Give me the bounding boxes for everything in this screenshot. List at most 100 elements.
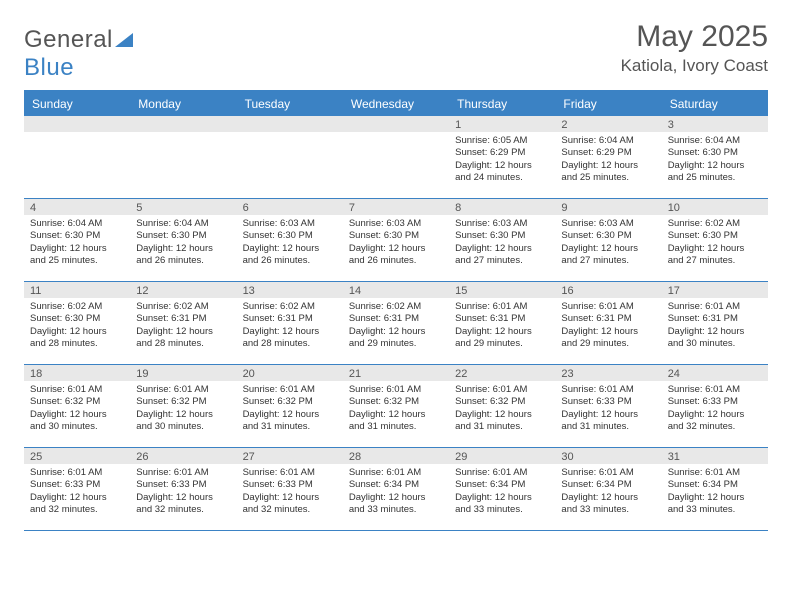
sunrise-text: Sunrise: 6:01 AM [668,384,762,396]
day-number: 4 [24,199,130,215]
day-header-wed: Wednesday [343,92,449,116]
sunrise-text: Sunrise: 6:03 AM [561,218,655,230]
day-number: 27 [237,448,343,464]
day-number: 26 [130,448,236,464]
day-body [343,132,449,140]
sunset-text: Sunset: 6:30 PM [243,230,337,242]
sunrise-text: Sunrise: 6:02 AM [349,301,443,313]
day-cell: 6Sunrise: 6:03 AMSunset: 6:30 PMDaylight… [237,199,343,281]
logo-part1: General [24,26,113,53]
day-number: 31 [662,448,768,464]
sunset-text: Sunset: 6:33 PM [243,479,337,491]
sunset-text: Sunset: 6:34 PM [455,479,549,491]
sunset-text: Sunset: 6:34 PM [668,479,762,491]
sunset-text: Sunset: 6:34 PM [561,479,655,491]
daylight-text: Daylight: 12 hours and 33 minutes. [349,492,443,517]
sunrise-text: Sunrise: 6:02 AM [136,301,230,313]
day-number: 25 [24,448,130,464]
day-number: 13 [237,282,343,298]
day-number: 12 [130,282,236,298]
day-cell: 27Sunrise: 6:01 AMSunset: 6:33 PMDayligh… [237,448,343,530]
sunrise-text: Sunrise: 6:01 AM [561,301,655,313]
sunrise-text: Sunrise: 6:02 AM [243,301,337,313]
day-body: Sunrise: 6:02 AMSunset: 6:31 PMDaylight:… [130,298,236,355]
weeks-container: 1Sunrise: 6:05 AMSunset: 6:29 PMDaylight… [24,116,768,531]
day-number [130,116,236,132]
sunset-text: Sunset: 6:31 PM [455,313,549,325]
week-row: 11Sunrise: 6:02 AMSunset: 6:30 PMDayligh… [24,282,768,365]
day-body [130,132,236,140]
daylight-text: Daylight: 12 hours and 29 minutes. [349,326,443,351]
day-number: 15 [449,282,555,298]
day-body: Sunrise: 6:02 AMSunset: 6:30 PMDaylight:… [662,215,768,272]
week-row: 25Sunrise: 6:01 AMSunset: 6:33 PMDayligh… [24,448,768,531]
day-number: 19 [130,365,236,381]
daylight-text: Daylight: 12 hours and 32 minutes. [30,492,124,517]
day-cell: 23Sunrise: 6:01 AMSunset: 6:33 PMDayligh… [555,365,661,447]
logo-text: General Blue [24,26,133,82]
sunset-text: Sunset: 6:31 PM [349,313,443,325]
day-body: Sunrise: 6:03 AMSunset: 6:30 PMDaylight:… [449,215,555,272]
day-number [237,116,343,132]
sunrise-text: Sunrise: 6:01 AM [243,467,337,479]
day-cell: 11Sunrise: 6:02 AMSunset: 6:30 PMDayligh… [24,282,130,364]
logo: General Blue [24,26,133,82]
day-body: Sunrise: 6:03 AMSunset: 6:30 PMDaylight:… [555,215,661,272]
day-cell [343,116,449,198]
day-cell: 15Sunrise: 6:01 AMSunset: 6:31 PMDayligh… [449,282,555,364]
day-number: 20 [237,365,343,381]
sunrise-text: Sunrise: 6:01 AM [455,384,549,396]
day-cell: 26Sunrise: 6:01 AMSunset: 6:33 PMDayligh… [130,448,236,530]
day-cell [24,116,130,198]
day-body: Sunrise: 6:02 AMSunset: 6:31 PMDaylight:… [237,298,343,355]
day-number: 8 [449,199,555,215]
sunset-text: Sunset: 6:30 PM [455,230,549,242]
day-number: 1 [449,116,555,132]
sunset-text: Sunset: 6:33 PM [561,396,655,408]
day-body: Sunrise: 6:01 AMSunset: 6:34 PMDaylight:… [555,464,661,521]
sunset-text: Sunset: 6:33 PM [668,396,762,408]
week-row: 4Sunrise: 6:04 AMSunset: 6:30 PMDaylight… [24,199,768,282]
day-number: 17 [662,282,768,298]
daylight-text: Daylight: 12 hours and 29 minutes. [455,326,549,351]
day-body: Sunrise: 6:01 AMSunset: 6:33 PMDaylight:… [24,464,130,521]
day-cell: 22Sunrise: 6:01 AMSunset: 6:32 PMDayligh… [449,365,555,447]
title-block: May 2025 Katiola, Ivory Coast [621,20,768,76]
day-body: Sunrise: 6:01 AMSunset: 6:34 PMDaylight:… [343,464,449,521]
daylight-text: Daylight: 12 hours and 31 minutes. [349,409,443,434]
day-body: Sunrise: 6:04 AMSunset: 6:29 PMDaylight:… [555,132,661,189]
daylight-text: Daylight: 12 hours and 25 minutes. [668,160,762,185]
daylight-text: Daylight: 12 hours and 28 minutes. [243,326,337,351]
day-cell: 20Sunrise: 6:01 AMSunset: 6:32 PMDayligh… [237,365,343,447]
sunrise-text: Sunrise: 6:01 AM [668,467,762,479]
day-body: Sunrise: 6:01 AMSunset: 6:33 PMDaylight:… [130,464,236,521]
sunset-text: Sunset: 6:32 PM [136,396,230,408]
daylight-text: Daylight: 12 hours and 32 minutes. [136,492,230,517]
day-body: Sunrise: 6:01 AMSunset: 6:33 PMDaylight:… [662,381,768,438]
daylight-text: Daylight: 12 hours and 28 minutes. [30,326,124,351]
day-body: Sunrise: 6:04 AMSunset: 6:30 PMDaylight:… [130,215,236,272]
daylight-text: Daylight: 12 hours and 26 minutes. [349,243,443,268]
day-cell: 3Sunrise: 6:04 AMSunset: 6:30 PMDaylight… [662,116,768,198]
sunset-text: Sunset: 6:32 PM [243,396,337,408]
day-cell: 2Sunrise: 6:04 AMSunset: 6:29 PMDaylight… [555,116,661,198]
day-cell: 25Sunrise: 6:01 AMSunset: 6:33 PMDayligh… [24,448,130,530]
day-cell: 4Sunrise: 6:04 AMSunset: 6:30 PMDaylight… [24,199,130,281]
daylight-text: Daylight: 12 hours and 27 minutes. [668,243,762,268]
day-body [24,132,130,140]
day-body: Sunrise: 6:01 AMSunset: 6:32 PMDaylight:… [343,381,449,438]
sunrise-text: Sunrise: 6:01 AM [136,384,230,396]
sunrise-text: Sunrise: 6:01 AM [561,384,655,396]
sunset-text: Sunset: 6:31 PM [136,313,230,325]
day-body: Sunrise: 6:01 AMSunset: 6:31 PMDaylight:… [662,298,768,355]
day-body: Sunrise: 6:05 AMSunset: 6:29 PMDaylight:… [449,132,555,189]
day-cell: 12Sunrise: 6:02 AMSunset: 6:31 PMDayligh… [130,282,236,364]
sunrise-text: Sunrise: 6:04 AM [561,135,655,147]
day-cell: 21Sunrise: 6:01 AMSunset: 6:32 PMDayligh… [343,365,449,447]
sunset-text: Sunset: 6:34 PM [349,479,443,491]
daylight-text: Daylight: 12 hours and 28 minutes. [136,326,230,351]
day-header-sun: Sunday [24,92,130,116]
day-number: 30 [555,448,661,464]
day-number: 29 [449,448,555,464]
daylight-text: Daylight: 12 hours and 33 minutes. [455,492,549,517]
